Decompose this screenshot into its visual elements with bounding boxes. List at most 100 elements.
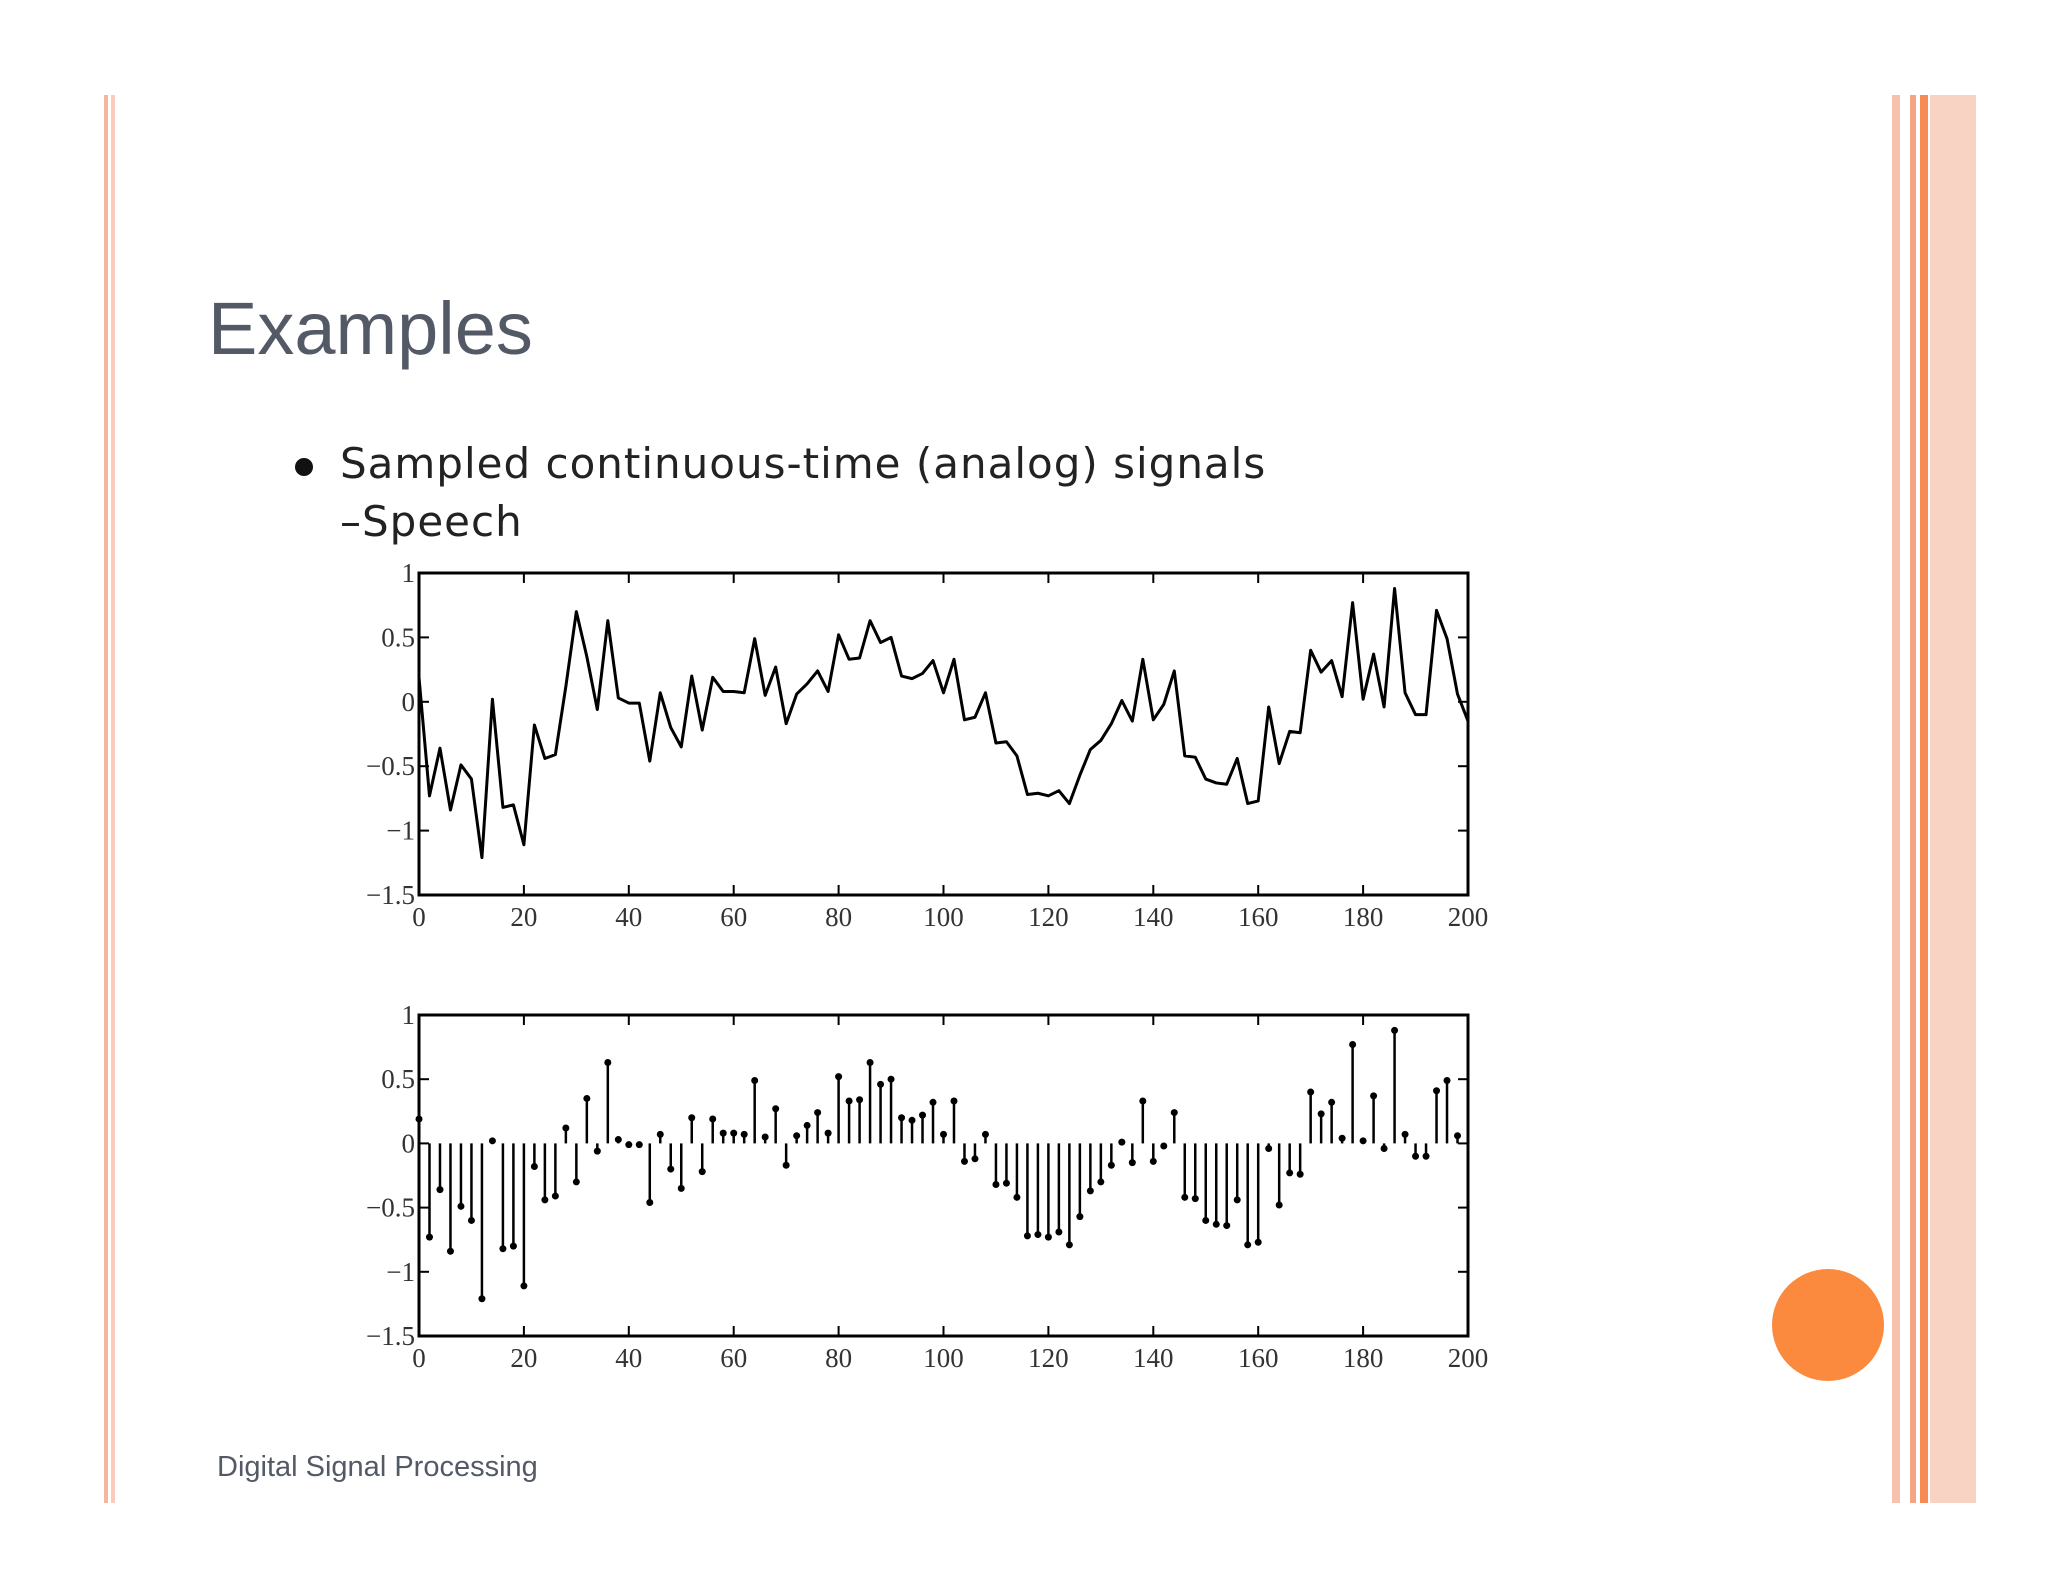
stem-marker — [688, 1114, 696, 1122]
stem-marker — [551, 1192, 559, 1200]
stem-marker — [1296, 1170, 1304, 1178]
stem-marker — [541, 1196, 549, 1204]
stem-marker — [1076, 1213, 1084, 1221]
right-decoration — [1892, 95, 1976, 1503]
stem-marker — [509, 1242, 517, 1250]
stem-marker — [1317, 1110, 1325, 1118]
stem-marker — [520, 1282, 528, 1290]
stem-marker — [467, 1216, 475, 1224]
stem-marker — [1254, 1238, 1262, 1246]
stem-marker — [698, 1168, 706, 1176]
stem-marker — [572, 1178, 580, 1186]
stem-marker — [1118, 1138, 1126, 1146]
decor-circle — [1772, 1269, 1884, 1381]
stem-marker — [1097, 1178, 1105, 1186]
stem-marker — [1002, 1179, 1010, 1187]
stem-marker — [761, 1133, 769, 1141]
x-tick-label: 20 — [510, 902, 537, 932]
stem-marker — [457, 1202, 465, 1210]
stem-marker — [1055, 1228, 1063, 1236]
stem-marker — [1034, 1231, 1042, 1239]
stem-marker — [1107, 1161, 1115, 1169]
stem-marker — [1265, 1145, 1273, 1153]
x-tick-label: 120 — [1028, 1343, 1069, 1373]
stem-marker — [856, 1096, 864, 1104]
stem-marker — [1328, 1098, 1336, 1106]
stem-marker — [583, 1094, 591, 1102]
stem-marker — [1391, 1026, 1399, 1034]
stem-marker — [1065, 1241, 1073, 1249]
slide-title: Examples — [208, 287, 533, 370]
stem-marker — [1044, 1233, 1052, 1241]
stem-marker — [593, 1147, 601, 1155]
x-tick-label: 180 — [1343, 902, 1384, 932]
stem-marker — [1191, 1195, 1199, 1203]
x-tick-label: 200 — [1448, 902, 1489, 932]
stem-marker — [1359, 1137, 1367, 1145]
stem-marker — [1307, 1088, 1315, 1096]
stem-marker — [1223, 1222, 1231, 1230]
stem-marker — [719, 1129, 727, 1137]
stem-marker — [824, 1129, 832, 1137]
stem-marker — [656, 1130, 664, 1138]
x-tick-label: 160 — [1238, 1343, 1279, 1373]
x-tick-label: 100 — [923, 902, 964, 932]
left-border — [104, 95, 108, 1503]
x-tick-label: 140 — [1133, 902, 1174, 932]
y-tick-label: 0 — [402, 687, 416, 717]
x-tick-label: 20 — [510, 1343, 537, 1373]
y-tick-label: −1.5 — [366, 1321, 415, 1351]
stem-marker — [866, 1059, 874, 1067]
stem-marker — [646, 1198, 654, 1206]
bullet-text: Sampled continuous-time (analog) signals — [340, 439, 1266, 488]
y-tick-label: 0 — [402, 1128, 416, 1158]
stem-marker — [1023, 1232, 1031, 1240]
stem-marker — [1286, 1169, 1294, 1177]
stem-marker — [803, 1121, 811, 1129]
stem-marker — [992, 1180, 1000, 1188]
stem-marker — [814, 1109, 822, 1117]
x-tick-label: 160 — [1238, 902, 1279, 932]
stem-marker — [981, 1130, 989, 1138]
x-tick-label: 140 — [1133, 1343, 1174, 1373]
x-tick-label: 0 — [412, 902, 426, 932]
stem-marker — [604, 1059, 612, 1067]
x-tick-label: 80 — [825, 902, 852, 932]
stem-marker — [960, 1157, 968, 1165]
stem-marker — [793, 1132, 801, 1140]
stem-marker — [1412, 1152, 1420, 1160]
stem-marker — [1013, 1193, 1021, 1201]
stem-marker — [730, 1129, 738, 1137]
y-tick-label: −1 — [386, 816, 415, 846]
bullet-dot — [295, 458, 313, 476]
stem-marker — [415, 1115, 423, 1123]
stem-marker — [1202, 1216, 1210, 1224]
stem-marker — [1128, 1159, 1136, 1167]
x-tick-label: 40 — [615, 1343, 642, 1373]
stem-marker — [950, 1097, 958, 1105]
stem-marker — [635, 1141, 643, 1149]
stem-marker — [1160, 1142, 1168, 1150]
x-tick-label: 80 — [825, 1343, 852, 1373]
x-tick-label: 120 — [1028, 902, 1069, 932]
stem-marker — [835, 1073, 843, 1081]
stem-marker — [446, 1247, 454, 1255]
stem-marker — [1212, 1220, 1220, 1228]
stem-marker — [425, 1233, 433, 1241]
y-tick-label: 1 — [402, 558, 416, 588]
stem-marker — [677, 1184, 685, 1192]
x-tick-label: 0 — [412, 1343, 426, 1373]
sub-bullet-text: –Speech — [340, 497, 523, 546]
y-tick-label: −0.5 — [366, 751, 415, 781]
stem-marker — [1443, 1076, 1451, 1084]
stem-marker — [1233, 1196, 1241, 1204]
stem-marker — [940, 1130, 947, 1138]
signal-line — [417, 586, 1470, 860]
stem-marker — [667, 1165, 675, 1173]
stem-marker — [908, 1116, 916, 1124]
stem-marker — [614, 1136, 622, 1144]
left-border — [111, 95, 115, 1503]
stem-marker — [740, 1130, 748, 1138]
stem-marker — [929, 1098, 937, 1106]
